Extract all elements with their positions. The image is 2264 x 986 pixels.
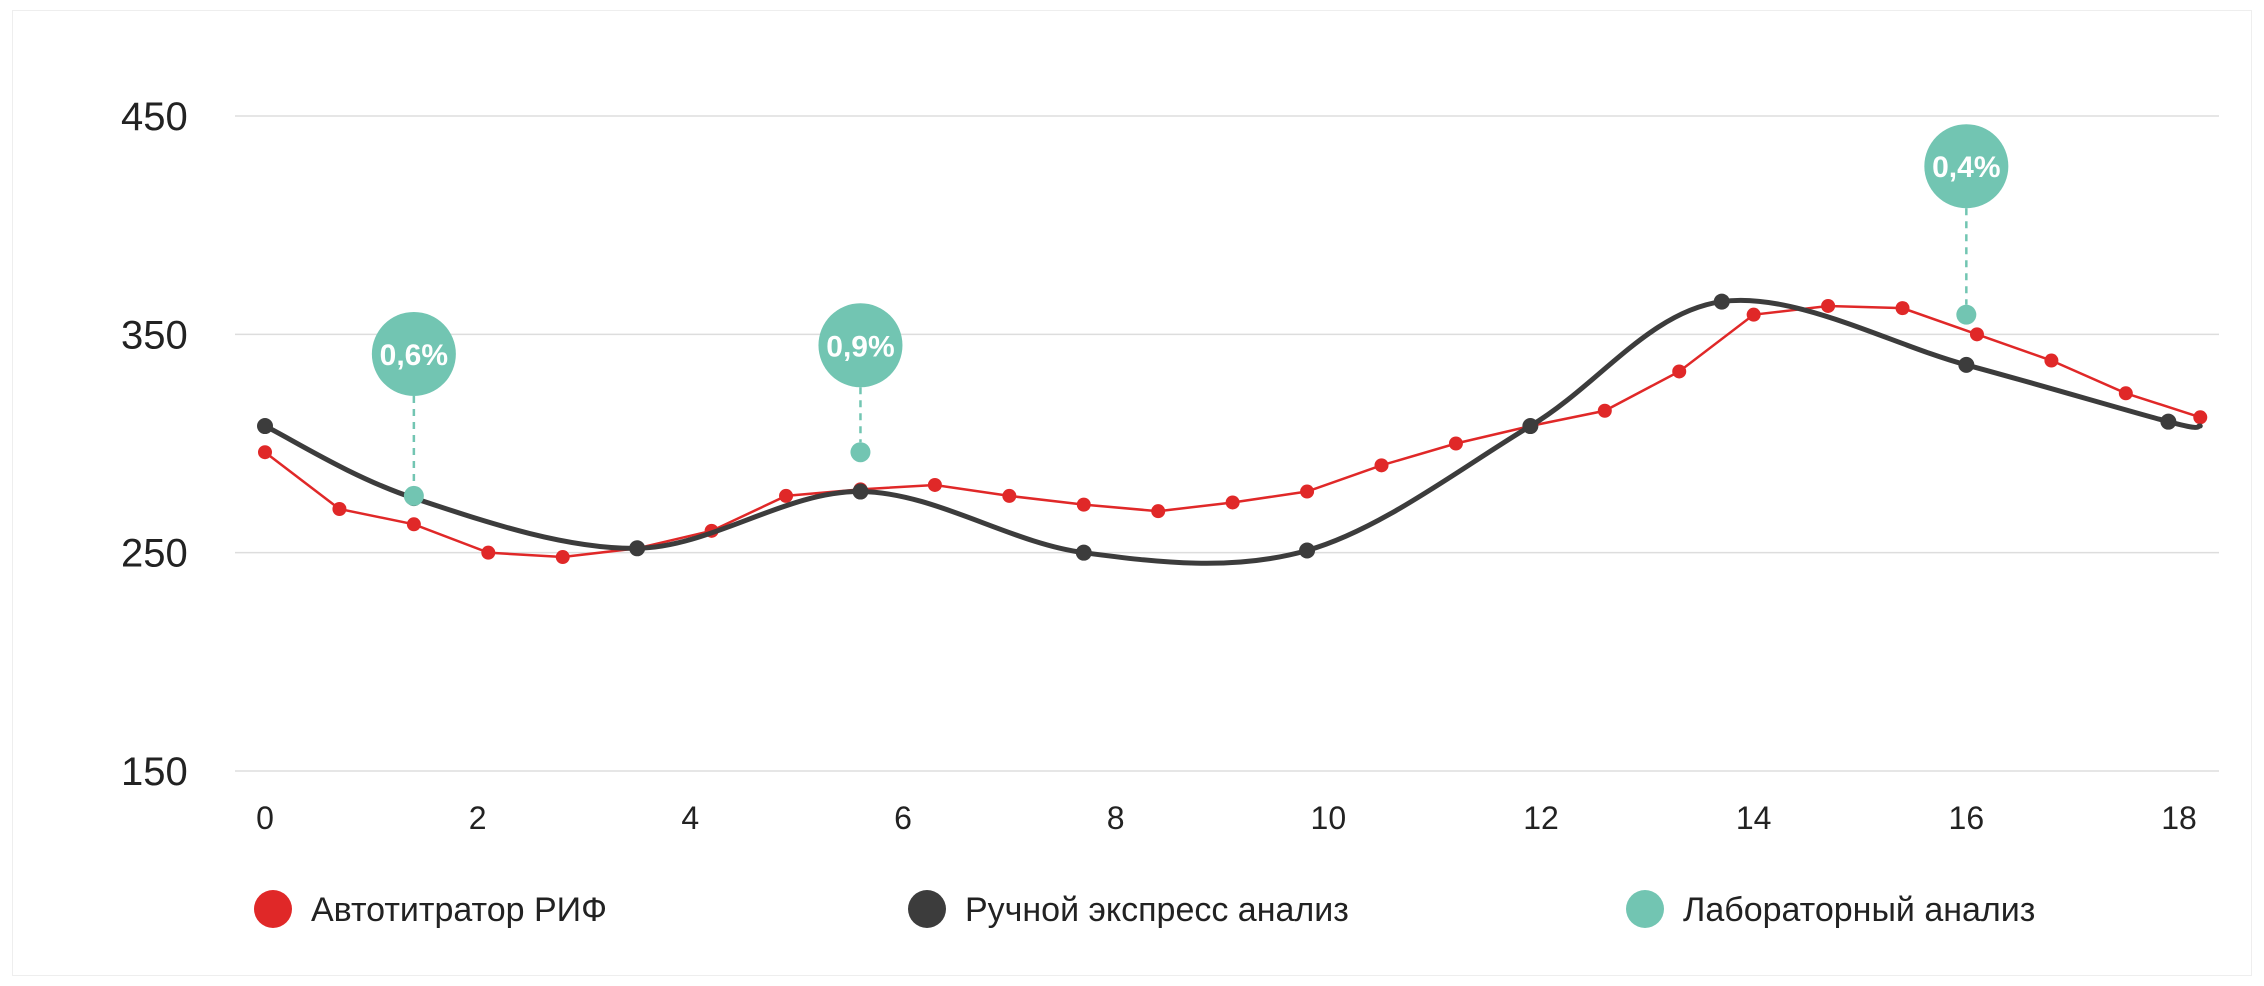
legend-label: Лабораторный анализ [1683, 891, 2035, 929]
point-auto [1821, 298, 1836, 313]
annotation-label: 0,4% [1932, 151, 2000, 184]
point-auto [2193, 410, 2208, 425]
point-manual [852, 483, 869, 500]
series-layer [257, 293, 2208, 566]
legend-marker [254, 890, 292, 928]
legend-marker [1626, 890, 1664, 928]
point-auto [1225, 495, 1240, 510]
point-auto [1672, 364, 1687, 379]
point-auto [779, 488, 794, 503]
x-tick-label: 12 [1523, 800, 1559, 836]
point-auto [481, 545, 496, 560]
annotation-layer: 0,6% 0,9% 0,4% [371, 124, 2009, 486]
point-auto [2044, 353, 2059, 368]
point-lab [403, 485, 424, 506]
point-manual [1713, 293, 1730, 310]
point-auto [1374, 458, 1389, 473]
x-tick-label: 4 [681, 800, 699, 836]
point-auto [927, 477, 942, 492]
series-line-manual [262, 297, 2203, 566]
annotation-bubble [818, 303, 903, 388]
point-auto [258, 445, 272, 460]
y-tick-label: 150 [121, 750, 188, 794]
x-tick-label: 0 [256, 800, 274, 836]
point-auto [1076, 497, 1091, 512]
legend: Автотитратор РИФ Ручной экспресс анализ Ла… [254, 890, 2035, 929]
point-manual [1522, 418, 1539, 435]
point-auto [1300, 484, 1315, 499]
legend-label: Автотитратор РИФ [311, 891, 607, 929]
line-chart: 450 350 250 150 0 2 4 6 8 10 12 14 16 18 0,6% 0,9% 0,4… [121, 95, 2219, 929]
y-axis-ticks: 450 350 250 150 [121, 95, 188, 794]
point-auto [406, 517, 421, 532]
point-manual [1958, 356, 1975, 373]
point-manual [257, 418, 273, 435]
point-auto [332, 502, 347, 516]
y-tick-label: 450 [121, 95, 188, 139]
point-manual [1075, 544, 1092, 561]
point-lab [850, 442, 871, 463]
y-tick-label: 250 [121, 532, 188, 576]
annotation-label: 0,6% [380, 339, 448, 372]
point-lab [1956, 304, 1977, 325]
x-tick-label: 14 [1736, 800, 1772, 836]
annotation-label: 0,9% [826, 330, 894, 363]
point-auto [555, 550, 570, 565]
point-auto [1895, 301, 1910, 316]
point-auto [1448, 436, 1463, 451]
point-manual [1299, 542, 1316, 559]
point-auto [1969, 327, 1984, 342]
x-tick-label: 8 [1107, 800, 1125, 836]
x-tick-label: 10 [1311, 800, 1347, 836]
point-auto [1746, 307, 1761, 322]
point-auto [2118, 386, 2133, 401]
legend-marker [908, 890, 946, 928]
annotation-bubble [371, 311, 456, 396]
x-tick-label: 6 [894, 800, 912, 836]
chart-card: 450 350 250 150 0 2 4 6 8 10 12 14 16 18 0,6% 0,9% 0,4… [12, 10, 2252, 976]
point-auto [1597, 403, 1612, 418]
grid-lines [235, 115, 2219, 772]
point-manual [2160, 413, 2177, 430]
x-tick-label: 16 [1949, 800, 1985, 836]
legend-label: Ручной экспресс анализ [965, 891, 1349, 929]
point-auto [1002, 488, 1017, 503]
annotation-bubble [1924, 124, 2009, 209]
point-auto [1151, 504, 1166, 519]
x-tick-label: 2 [469, 800, 487, 836]
x-axis-ticks: 0 2 4 6 8 10 12 14 16 18 [256, 800, 2197, 836]
y-tick-label: 350 [121, 313, 188, 357]
x-tick-label: 18 [2161, 800, 2197, 836]
point-manual [629, 540, 646, 557]
